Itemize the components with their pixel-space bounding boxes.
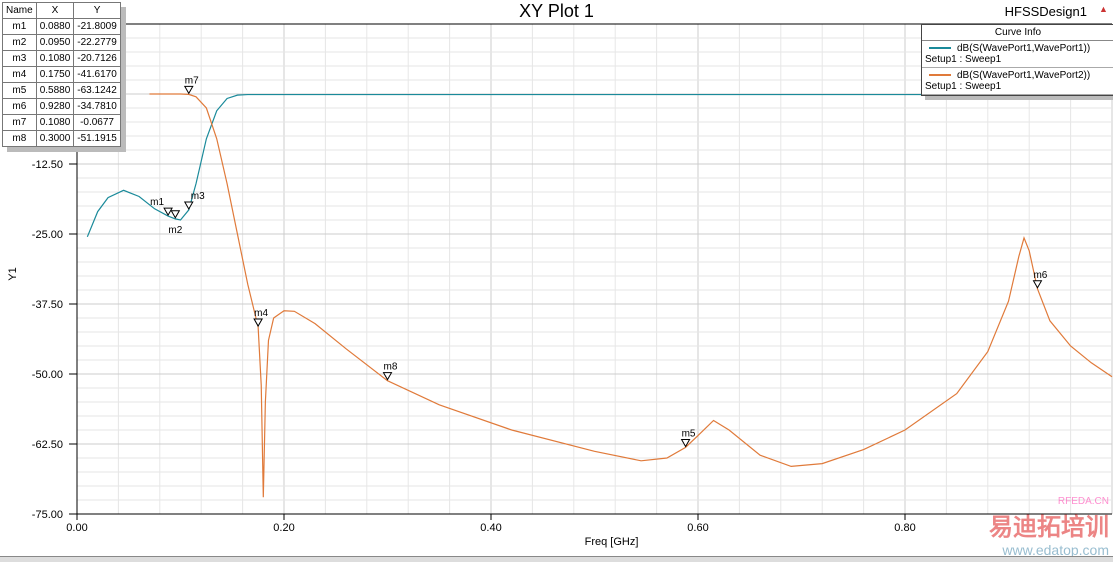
- y-tick-label: -12.50: [32, 159, 63, 171]
- marker-cell: 0.9280: [35, 98, 75, 115]
- legend-swatch: [929, 47, 951, 50]
- marker-triangle: [183, 85, 194, 95]
- marker-cell: m7: [2, 114, 37, 131]
- marker-label: m2: [168, 225, 182, 236]
- marker-row: m4 0.1750 -41.6170: [2, 66, 121, 83]
- legend-setup: Setup1 : Sweep1: [925, 81, 1002, 92]
- curve-info-legend[interactable]: Curve Info dB(S(WavePort1,WavePort1)) Set…: [921, 24, 1113, 96]
- marker-row: m6 0.9280 -34.7810: [2, 98, 121, 115]
- marker-cell: 0.1080: [35, 114, 75, 131]
- legend-item[interactable]: dB(S(WavePort1,WavePort2)) Setup1 : Sweep…: [922, 68, 1113, 95]
- x-axis-label: Freq [GHz]: [585, 536, 639, 548]
- marker-cell: 0.1750: [35, 66, 75, 83]
- marker-cell: Name: [2, 2, 37, 19]
- marker-cell: m3: [2, 50, 37, 67]
- series-line-1: [86, 93, 1112, 238]
- marker-label: m3: [191, 191, 205, 202]
- marker-cell: m6: [2, 98, 37, 115]
- series-line-2: [149, 93, 1113, 498]
- ansys-logo: ▲: [1099, 4, 1108, 14]
- x-tick-label: 0.20: [273, 522, 294, 534]
- x-tick-label: 0.40: [480, 522, 501, 534]
- x-tick-label: 0.00: [66, 522, 87, 534]
- marker-row: m3 0.1080 -20.7126: [2, 50, 121, 67]
- marker-cell: 0.0880: [35, 18, 75, 35]
- marker-cell: -34.7810: [73, 98, 121, 115]
- marker-cell: 0.0950: [35, 34, 75, 51]
- y-axis-label: Y1: [7, 267, 19, 280]
- marker-cell: 0.1080: [35, 50, 75, 67]
- marker-cell: m8: [2, 130, 37, 147]
- marker-triangle: [163, 207, 173, 217]
- marker-triangle: [382, 372, 393, 381]
- marker-triangle: [183, 201, 194, 210]
- marker-label: m5: [682, 428, 696, 439]
- marker-triangle: [680, 438, 691, 448]
- marker-cell: 0.5880: [35, 82, 75, 99]
- y-tick-label: -50.00: [32, 369, 63, 381]
- marker-label: m8: [384, 362, 398, 373]
- legend-label: dB(S(WavePort1,WavePort1)): [957, 43, 1091, 54]
- legend-swatch: [929, 74, 951, 77]
- marker-cell: 0.3000: [35, 130, 75, 147]
- legend-label: dB(S(WavePort1,WavePort2)): [957, 70, 1091, 81]
- marker-cell: -63.1242: [73, 82, 121, 99]
- y-tick-label: -25.00: [32, 229, 63, 241]
- marker-row: m8 0.3000 -51.1915: [2, 130, 121, 147]
- y-tick-label: -75.00: [32, 509, 63, 521]
- marker-cell: -0.0677: [73, 114, 121, 131]
- marker-cell: -22.2779: [73, 34, 121, 51]
- status-bar: [0, 556, 1113, 562]
- marker-label: m4: [254, 308, 268, 319]
- marker-label: m6: [1033, 270, 1047, 281]
- legend-item[interactable]: dB(S(WavePort1,WavePort1)) Setup1 : Sweep…: [922, 41, 1113, 68]
- marker-row: m5 0.5880 -63.1242: [2, 82, 121, 99]
- y-tick-label: -37.50: [32, 299, 63, 311]
- marker-cell: X: [35, 2, 75, 19]
- marker-triangle: [1032, 280, 1043, 289]
- y-tick-label: -62.50: [32, 439, 63, 451]
- marker-triangle: [253, 318, 263, 328]
- marker-cell: -20.7126: [73, 50, 121, 67]
- legend-setup: Setup1 : Sweep1: [925, 54, 1002, 65]
- marker-cell: -41.6170: [73, 66, 121, 83]
- plot-title: XY Plot 1: [519, 1, 594, 21]
- watermark: RFEDA.CN 易迪拓培训 www.edatop.com: [989, 496, 1109, 558]
- marker-cell: Y: [73, 2, 121, 19]
- marker-cell: -51.1915: [73, 130, 121, 147]
- design-name: HFSSDesign1: [1004, 4, 1087, 19]
- marker-triangle: [170, 210, 181, 219]
- marker-header: Name X Y: [2, 2, 121, 19]
- marker-row: m2 0.0950 -22.2779: [2, 34, 121, 51]
- x-tick-label: 0.80: [894, 522, 915, 534]
- marker-cell: -21.8009: [73, 18, 121, 35]
- marker-cell: m5: [2, 82, 37, 99]
- marker-cell: m4: [2, 66, 37, 83]
- marker-cell: m2: [2, 34, 37, 51]
- marker-label: m7: [185, 75, 199, 86]
- curve-info-title: Curve Info: [922, 25, 1113, 41]
- marker-row: m7 0.1080 -0.0677: [2, 114, 121, 131]
- marker-cell: m1: [2, 18, 37, 35]
- marker-label: m1: [150, 197, 164, 208]
- x-tick-label: 0.60: [687, 522, 708, 534]
- marker-row: m1 0.0880 -21.8009: [2, 18, 121, 35]
